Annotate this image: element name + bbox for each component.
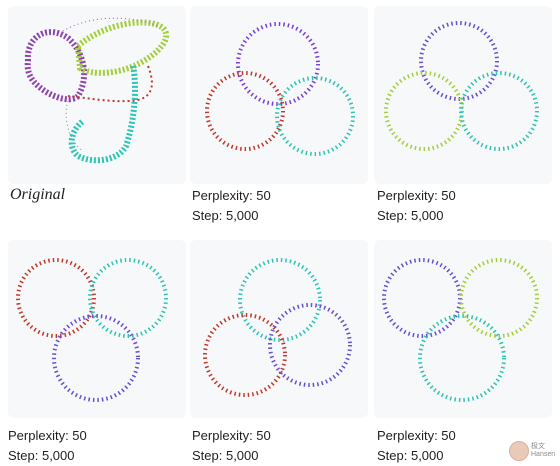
- perplexity-label: Perplexity: 50: [8, 428, 87, 443]
- tsne-plot-5: [382, 258, 539, 402]
- step-label: Step: 5,000: [192, 208, 259, 223]
- panel-3: [8, 240, 186, 418]
- teal-lobe: [68, 65, 139, 164]
- perplexity-label: Perplexity: 50: [377, 428, 456, 443]
- panel-original: [8, 6, 186, 184]
- purple-lobe: [24, 29, 88, 103]
- panel-3-caption: Perplexity: 50 Step: 5,000: [8, 426, 87, 466]
- panel-5-caption: Perplexity: 50 Step: 5,000: [377, 426, 456, 466]
- dotted-connector: [62, 17, 159, 152]
- step-label: Step: 5,000: [192, 448, 259, 463]
- perplexity-label: Perplexity: 50: [192, 428, 271, 443]
- watermark-text: 极文 Hansen: [531, 443, 555, 459]
- original-label: Original: [10, 186, 66, 203]
- perplexity-label: Perplexity: 50: [377, 188, 456, 203]
- perplexity-label: Perplexity: 50: [192, 188, 271, 203]
- watermark-avatar: [509, 441, 529, 461]
- panel-4-caption: Perplexity: 50 Step: 5,000: [192, 426, 271, 466]
- tsne-plot-1: [205, 22, 355, 156]
- panel-1: [190, 6, 368, 184]
- tsne-plot-4: [203, 258, 352, 397]
- original-trefoil-plot: [24, 17, 170, 164]
- panel-2-caption: Perplexity: 50 Step: 5,000: [377, 186, 456, 226]
- panel-5: [374, 240, 552, 418]
- step-label: Step: 5,000: [377, 448, 444, 463]
- tsne-plot-2: [384, 21, 539, 151]
- panel-1-caption: Perplexity: 50 Step: 5,000: [192, 186, 271, 226]
- green-lobe: [74, 19, 170, 76]
- step-label: Step: 5,000: [8, 448, 75, 463]
- step-label: Step: 5,000: [377, 208, 444, 223]
- panel-2: [374, 6, 552, 184]
- watermark-line1: 极文: [531, 443, 545, 450]
- watermark-line2: Hansen: [531, 451, 556, 458]
- tsne-plot-3: [16, 258, 168, 402]
- panel-4: [190, 240, 368, 418]
